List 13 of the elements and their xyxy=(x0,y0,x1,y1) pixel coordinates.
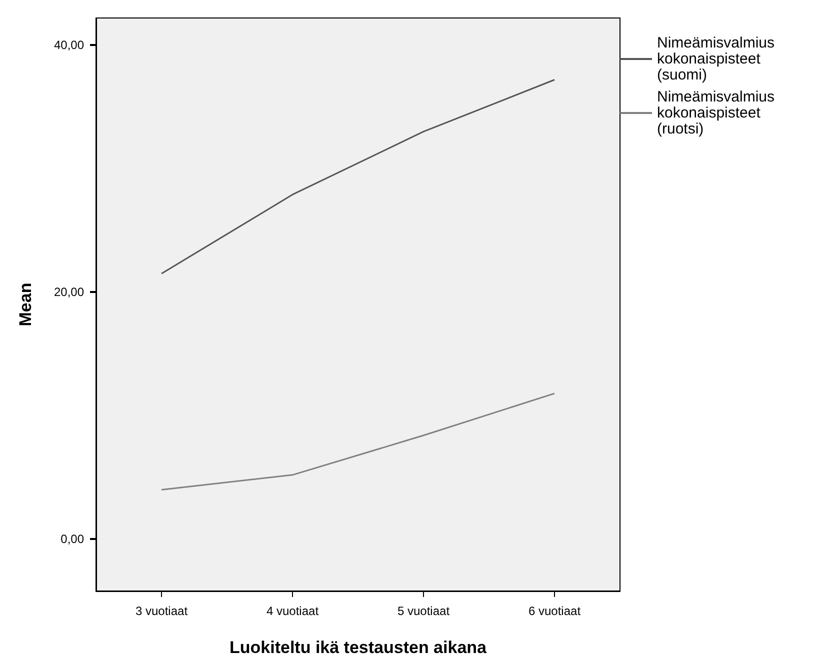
x-tick-label: 5 vuotiaat xyxy=(397,604,450,618)
x-tick-label: 3 vuotiaat xyxy=(135,604,188,618)
y-axis-title: Mean xyxy=(16,282,35,326)
y-tick-label: 20,00 xyxy=(54,285,84,300)
line-series xyxy=(160,78,556,274)
y-tick-label: 40,00 xyxy=(54,38,84,52)
x-tick-label: 4 vuotiaat xyxy=(266,604,320,618)
y-tick-label: 0,00 xyxy=(60,532,84,546)
x-tick-label: 6 vuotiaat xyxy=(528,604,582,618)
legend-label: Nimeämisvalmius kokonaispisteet (ruotsi) xyxy=(657,88,779,138)
x-axis-title: Luokiteltu ikä testausten aikana xyxy=(230,638,488,657)
line-series xyxy=(160,392,556,490)
legend-label: Nimeämisvalmius kokonaispisteet (suomi) xyxy=(657,34,779,84)
